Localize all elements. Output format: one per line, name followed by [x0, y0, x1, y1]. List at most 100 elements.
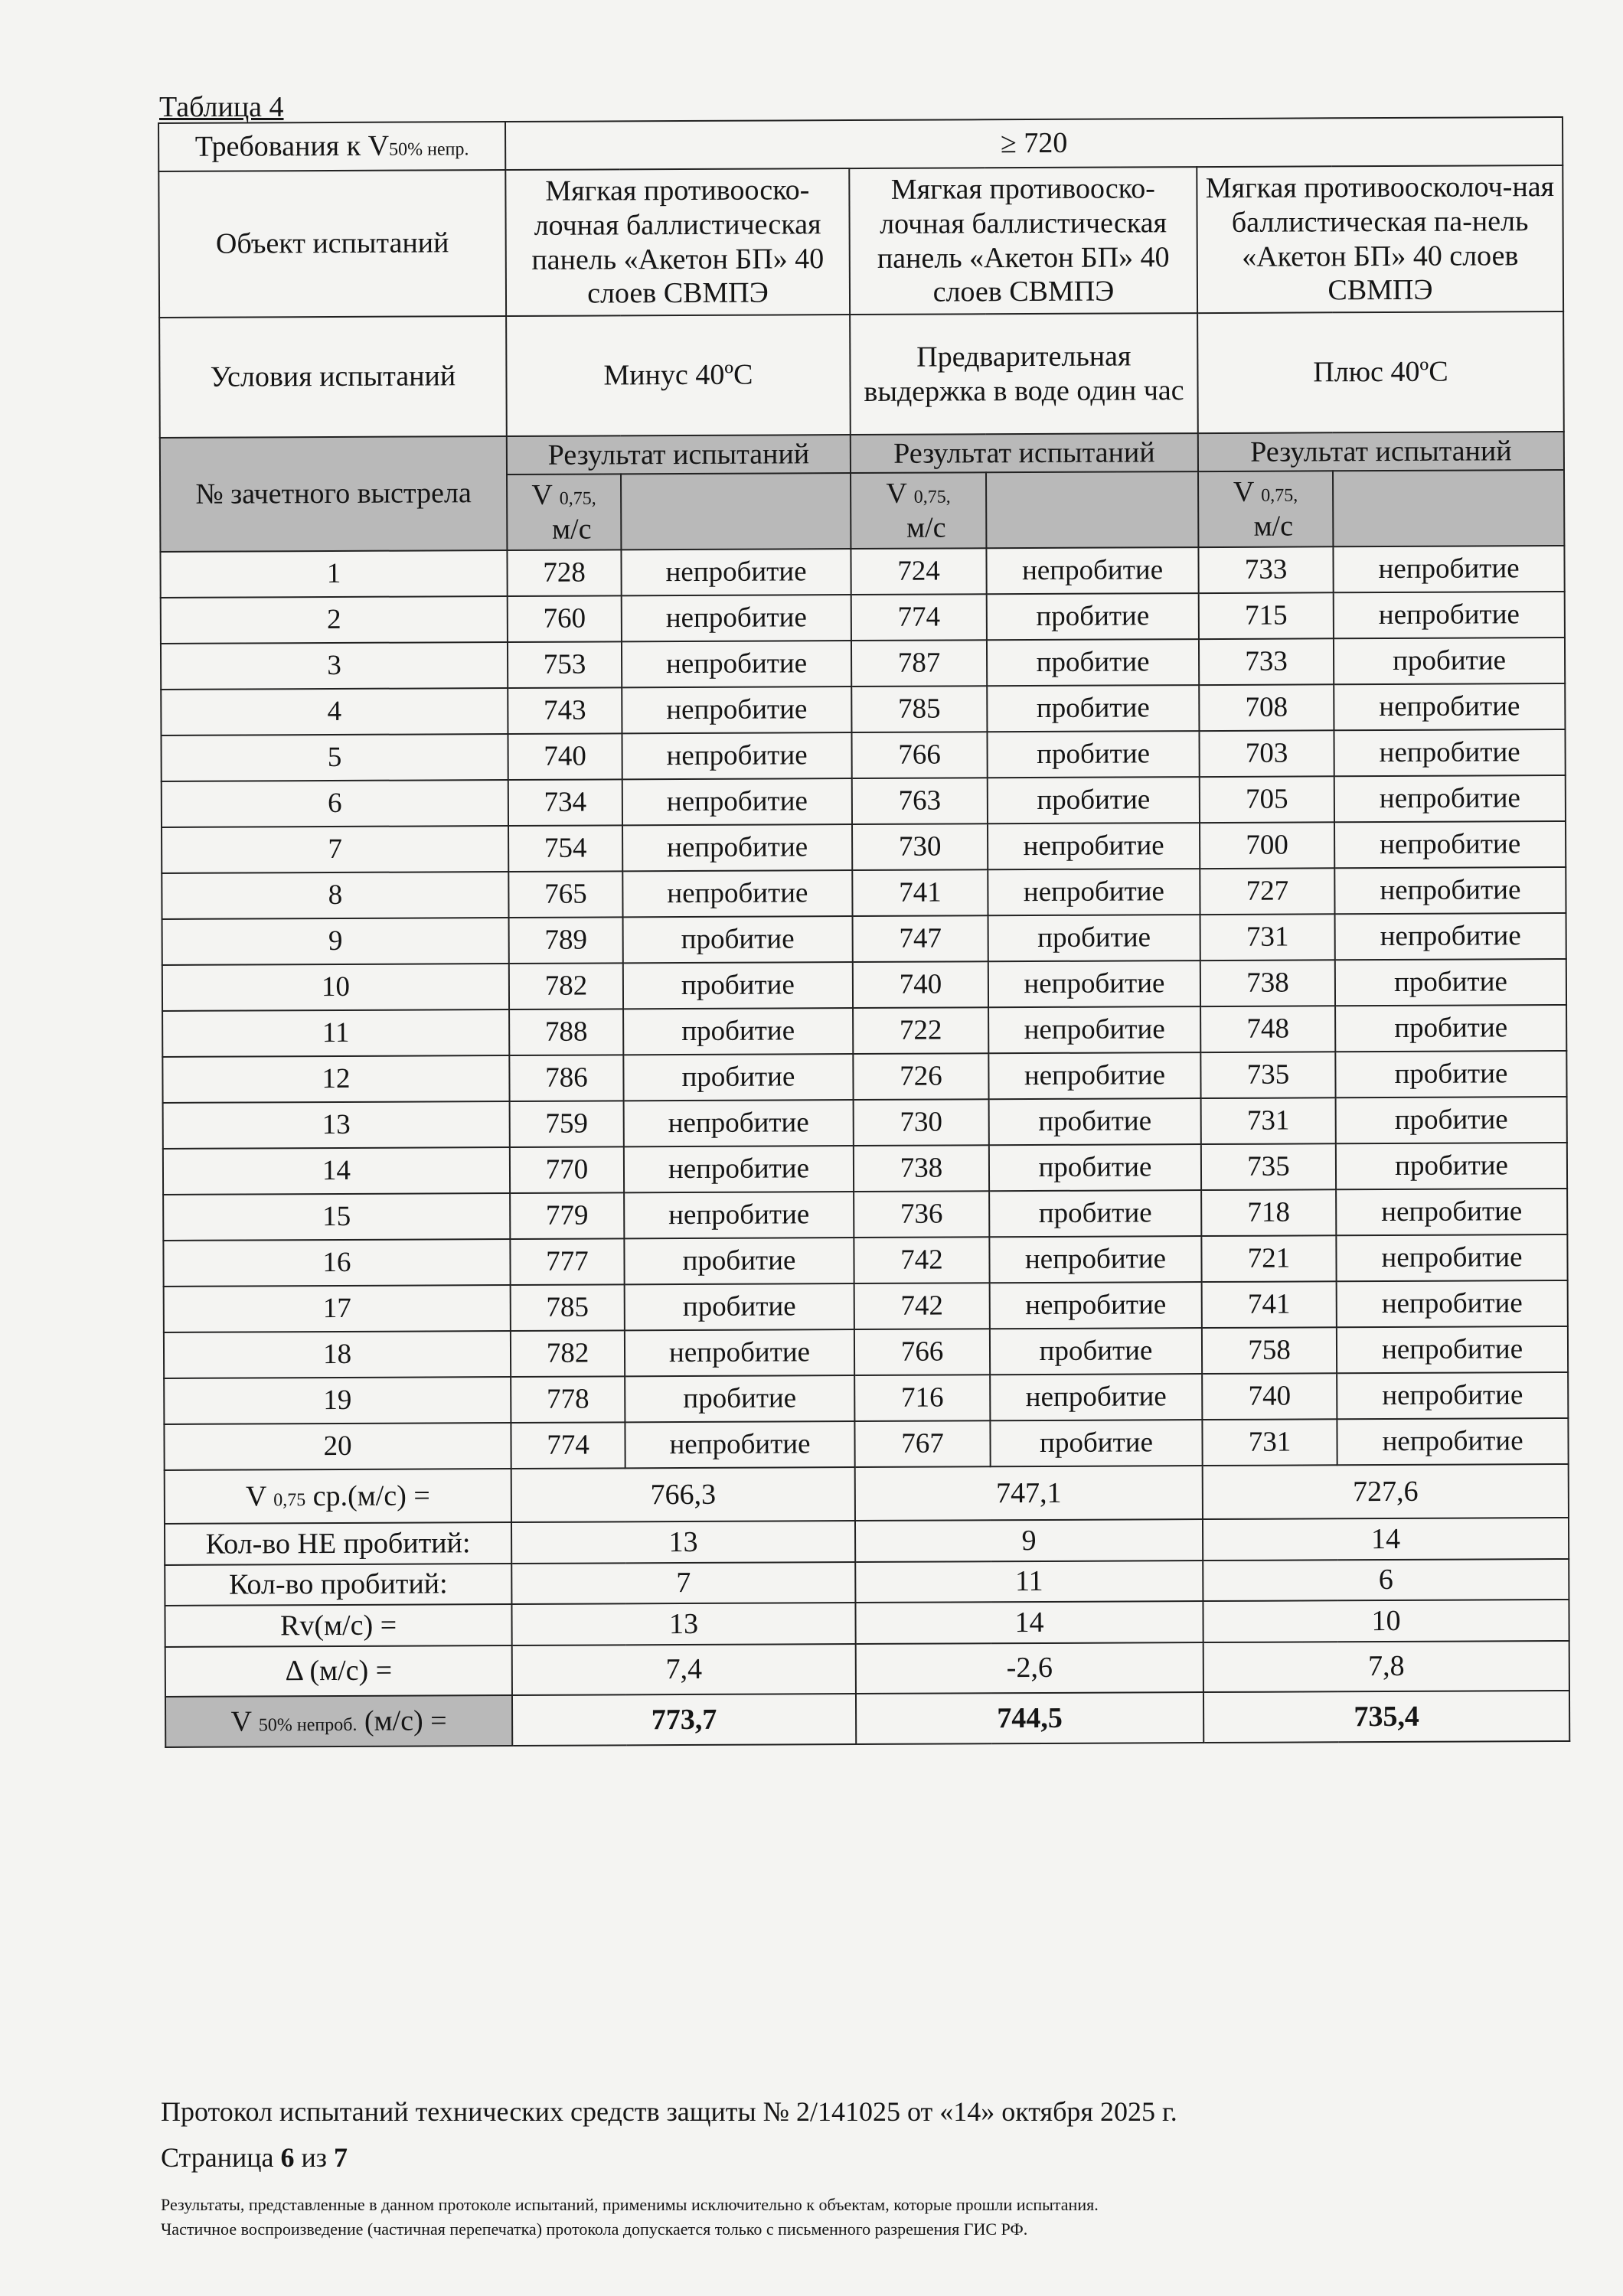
summary-value: 13 [511, 1521, 856, 1564]
result-cell: пробитие [988, 915, 1200, 962]
result-cell: непробитие [624, 1329, 855, 1377]
table-row: 17 785 пробитие 742 непробитие 741 непробитие [163, 1280, 1568, 1332]
results-table: Требования к V50% непр. ≥ 720 Объект исп… [158, 116, 1570, 1748]
velocity-cell: 735 [1200, 1052, 1336, 1099]
result-cell: непробитие [989, 1236, 1202, 1283]
result-cell: пробитие [622, 916, 853, 964]
result-cell: пробитие [989, 1328, 1203, 1375]
result-cell: непробитие [1333, 591, 1566, 639]
summary-value: 7 [511, 1562, 856, 1605]
result-cell: непробитие [623, 1100, 854, 1147]
velocity-cell: 766 [851, 732, 988, 779]
summary-value: 9 [854, 1519, 1203, 1563]
velocity-cell: 777 [510, 1238, 625, 1286]
summary-value: 11 [855, 1561, 1203, 1603]
velocity-cell: 774 [851, 594, 987, 641]
velocity-cell: 724 [851, 548, 987, 595]
result-cell: пробитие [625, 1375, 855, 1423]
velocity-cell: 786 [509, 1055, 624, 1102]
result-cell: непробитие [1337, 1417, 1569, 1466]
conditions-label: Условия испытаний [159, 316, 507, 438]
velocity-cell: 782 [510, 1330, 625, 1378]
result-cell: непробитие [988, 960, 1201, 1008]
result-cell: пробитие [988, 1144, 1202, 1192]
conditions-row: Условия испытаний Минус 40ºС Предварител… [159, 311, 1564, 438]
result-header: Результат испытаний [850, 433, 1199, 474]
shot-number: 3 [160, 642, 508, 690]
result-cell: непробитие [1333, 545, 1565, 593]
disclaimer-line-2: Частичное воспроизведение (частичная пер… [161, 2219, 1028, 2239]
velocity-cell: 766 [854, 1329, 991, 1376]
result-cell: непробитие [1334, 820, 1566, 869]
shot-number: 18 [163, 1331, 511, 1378]
table-row: 19 778 пробитие 716 непробитие 740 непробитие [164, 1371, 1569, 1424]
velocity-cell: 741 [852, 869, 988, 917]
condition-value: Минус 40ºС [506, 315, 851, 437]
summary-row: V 0,75 ср.(м/с) = 766,3 747,1 727,6 [164, 1463, 1569, 1524]
result-cell: непробитие [621, 595, 851, 642]
velocity-cell: 763 [851, 778, 988, 825]
result-header: Результат испытаний [1197, 431, 1565, 472]
object-value: Мягкая противооско-лочная баллистическая… [505, 168, 851, 317]
result-cell: непробитие [623, 1146, 854, 1193]
summary-row: V 50% непроб. (м/с) = 773,7 744,5 735,4 [165, 1690, 1570, 1747]
velocity-header: V 0,75, м/с [1198, 471, 1334, 548]
velocity-cell: 730 [852, 823, 988, 871]
object-value: Мягкая противооско-лочная баллистическая… [849, 167, 1198, 315]
velocity-cell: 779 [510, 1192, 625, 1240]
velocity-cell: 718 [1201, 1189, 1337, 1237]
summary-label: Δ (м/с) = [165, 1645, 512, 1697]
shot-number: 7 [162, 826, 509, 873]
table-row: 15 779 непробитие 736 пробитие 718 непробитие [163, 1188, 1568, 1241]
shot-number: 17 [163, 1285, 511, 1332]
shot-number: 2 [160, 596, 508, 644]
result-subheader [986, 471, 1199, 549]
velocity-cell: 740 [1202, 1373, 1337, 1420]
velocity-cell: 785 [851, 686, 988, 733]
result-cell: непробитие [988, 869, 1200, 916]
velocity-cell: 759 [509, 1101, 624, 1148]
result-cell: непробитие [1334, 912, 1566, 960]
result-subheader [621, 473, 851, 550]
result-cell: непробитие [1337, 1371, 1569, 1420]
velocity-cell: 728 [507, 550, 622, 597]
summary-label: Кол-во пробитий: [165, 1564, 512, 1606]
velocity-cell: 726 [853, 1053, 989, 1101]
result-cell: непробитие [622, 732, 852, 780]
summary-value: 10 [1203, 1599, 1569, 1643]
result-cell: пробитие [1335, 1050, 1567, 1098]
result-cell: непробитие [1334, 775, 1566, 823]
result-cell: непробитие [625, 1421, 855, 1469]
shot-number: 10 [162, 964, 510, 1011]
table-row: 16 777 пробитие 742 непробитие 721 непробитие [163, 1234, 1568, 1287]
result-cell: пробитие [623, 1054, 854, 1101]
velocity-cell: 705 [1199, 776, 1335, 823]
velocity-cell: 748 [1200, 1006, 1336, 1053]
velocity-cell: 778 [511, 1376, 625, 1424]
velocity-cell: 731 [1202, 1419, 1337, 1466]
velocity-cell: 733 [1198, 546, 1334, 594]
result-cell: непробитие [1336, 1188, 1568, 1236]
result-cell: непробитие [988, 823, 1200, 870]
summary-value: 6 [1203, 1558, 1569, 1602]
summary-row: Кол-во пробитий: 7 11 6 [165, 1558, 1569, 1606]
shot-number: 15 [163, 1193, 511, 1241]
velocity-cell: 770 [509, 1146, 625, 1194]
shot-number: 14 [162, 1147, 511, 1195]
velocity-cell: 754 [508, 825, 623, 872]
velocity-cell: 722 [853, 1007, 989, 1055]
velocity-cell: 740 [508, 733, 622, 781]
summary-value: -2,6 [855, 1642, 1203, 1694]
summary-value: 735,4 [1203, 1690, 1570, 1743]
result-cell: непробитие [1334, 683, 1566, 731]
result-header: Результат испытаний [506, 435, 851, 475]
table-row: 18 782 непробитие 766 пробитие 758 непробитие [163, 1326, 1569, 1378]
summary-label: Rv(м/с) = [165, 1604, 512, 1647]
velocity-cell: 736 [854, 1191, 990, 1238]
summary-value: 727,6 [1202, 1463, 1569, 1520]
result-cell: пробитие [987, 731, 1200, 778]
velocity-cell: 733 [1198, 638, 1334, 686]
protocol-line: Протокол испытаний технических средств з… [161, 2096, 1177, 2127]
summary-value: 14 [1202, 1517, 1569, 1561]
requirement-label: Требования к V50% непр. [158, 122, 506, 171]
